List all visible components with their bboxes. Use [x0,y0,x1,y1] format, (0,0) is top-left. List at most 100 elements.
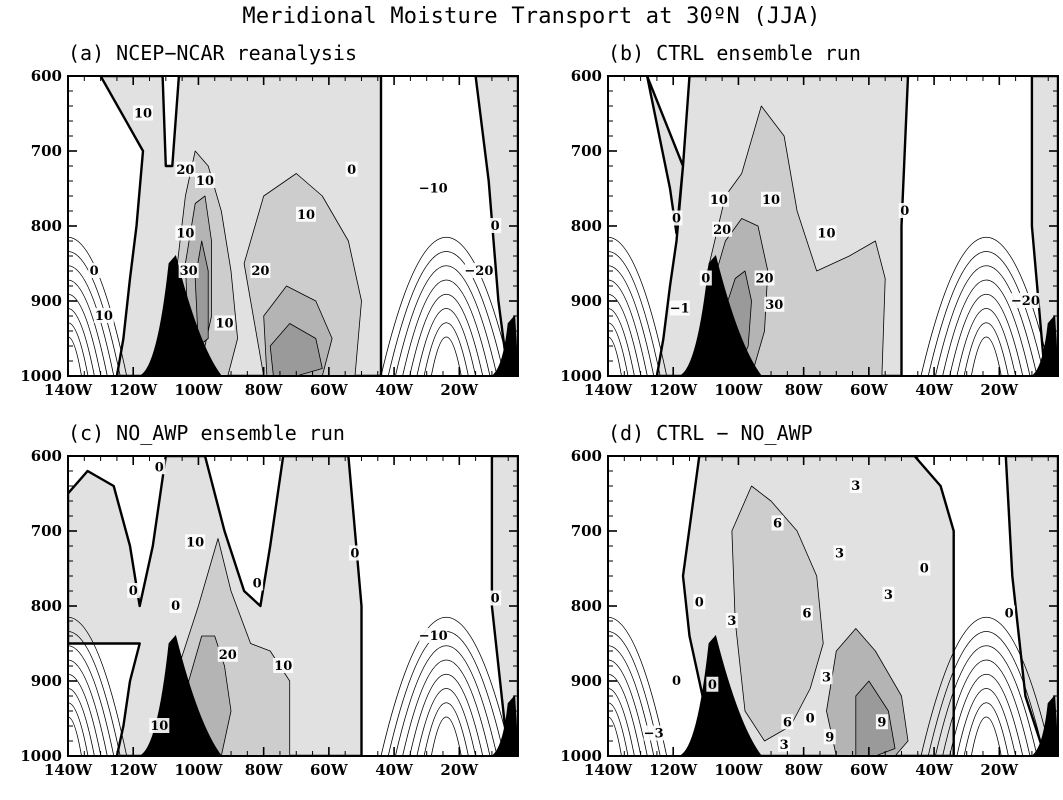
contour-line [423,702,469,756]
y-tick-label: 600 [571,447,602,465]
contour-line [416,688,476,756]
contour-label: 10 [274,659,292,674]
contour-label: 20 [176,163,194,178]
contour-label: 0 [155,460,164,475]
contour-line [387,251,505,376]
contour-label: 0 [672,674,681,689]
contour-line [942,279,1031,376]
contour-label-bg [693,594,706,610]
x-tick-label: 20W [980,761,1019,779]
contour-label: 0 [920,562,929,577]
y-tick-label: 600 [31,67,62,85]
x-tick-label: 20W [440,381,479,399]
contour-label: 10 [150,719,168,734]
contour-line [395,265,498,376]
y-tick-label: 800 [31,597,62,615]
contour-line [970,716,1002,756]
panel-a: (a) NCEP−NCAR reanalysis 10 20 10 10 30 10 20 10… [0,40,520,420]
x-tick-label: 40W [915,761,954,779]
contour-label: 0 [171,599,180,614]
contour-label: 10 [134,107,152,122]
contour-label: 0 [253,577,262,592]
x-tick-label: 60W [850,761,889,779]
x-tick-label: 40W [375,761,414,779]
contour-label-bg [214,315,235,331]
x-tick-label: 60W [310,381,349,399]
panel-c: (c) NO_AWP ensemble run 0 10 0 0 0 20 10 0 −10 0 10… [0,420,520,800]
contour-line [402,279,491,376]
contour-label-bg [185,534,206,550]
contour-line [387,631,505,756]
contour-line [608,251,661,376]
panel-title: (a) NCEP−NCAR reanalysis [68,41,357,65]
contour-label: 0 [1005,607,1014,622]
contour-label-bg [419,628,448,643]
contour-label-bg [1003,605,1016,621]
contour-line [68,673,102,756]
contour-label: 0 [806,712,815,727]
contour-line [963,322,1009,376]
terrain-0 [679,634,762,756]
x-tick-label: 80W [245,761,284,779]
contour-label: 20 [219,648,237,663]
contour-label-bg [643,725,664,741]
contour-line [920,617,1052,756]
x-tick-label: 100W [714,381,763,399]
contour-label-bg [754,270,775,286]
contour-label-bg [127,583,140,598]
y-tick-label: 700 [31,142,62,160]
y-tick-label: 1000 [20,747,62,765]
contour-label: 0 [491,219,500,234]
contour-label-bg [419,180,448,196]
contour-line [935,265,1038,376]
contour-label: 3 [851,479,860,494]
contour-plot-c: (c) NO_AWP ensemble run01000020100−10010… [20,421,519,779]
terrain-0 [679,254,762,376]
x-tick-label: 120W [649,381,698,399]
contour-label: 6 [773,517,782,532]
contour-line [430,336,462,376]
contour-label-bg [464,263,493,278]
panel-b: (b) CTRL ensemble run 0 10 20 10 10 20 30 0 −1 0 −2… [540,40,1060,420]
contour-label-bg [875,714,888,730]
contour-line [608,279,648,376]
contour-line [608,308,635,376]
contour-label: 0 [695,595,704,610]
contour-label-bg [1011,293,1040,308]
contour-line [68,659,108,756]
contour-label-bg [251,575,264,591]
contour-label-bg [194,173,215,188]
contour-label: 10 [710,193,728,208]
contour-label: 0 [672,212,681,227]
contour-label-bg [250,263,271,278]
contour-line [949,673,1024,756]
x-tick-label: 140W [44,761,93,779]
contour-label-bg [823,729,836,745]
contour-label: 3 [780,738,789,753]
contour-label-bg [882,586,895,602]
x-tick-label: 60W [850,381,889,399]
contour-line [380,237,512,376]
contour-label: 10 [762,193,780,208]
contour-label-bg [489,218,502,233]
contour-line [608,631,661,756]
contour-line [608,688,635,756]
contour-label-bg [708,191,729,207]
contour-line [927,251,1045,376]
contour-label-bg [849,478,862,493]
contour-label: 10 [186,535,204,550]
contour-line [608,645,655,756]
contour-label: 20 [251,264,269,279]
contour-label-bg [820,669,833,685]
contour-label-bg [669,300,690,316]
contour-line [68,279,108,376]
contour-label: 0 [701,272,710,287]
contour-label-bg [217,646,238,662]
contour-plot-b: (b) CTRL ensemble run 0 10 20 10 10 20 30 0 −1 0 −2… [560,41,1059,399]
contour-label-bg [175,161,196,177]
contour-label-bg [169,598,182,613]
contour-label-bg [88,263,101,278]
figure-title: Meridional Moisture Transport at 30ºN (J… [242,4,821,29]
y-tick-label: 700 [571,522,602,540]
x-tick-label: 120W [109,381,158,399]
